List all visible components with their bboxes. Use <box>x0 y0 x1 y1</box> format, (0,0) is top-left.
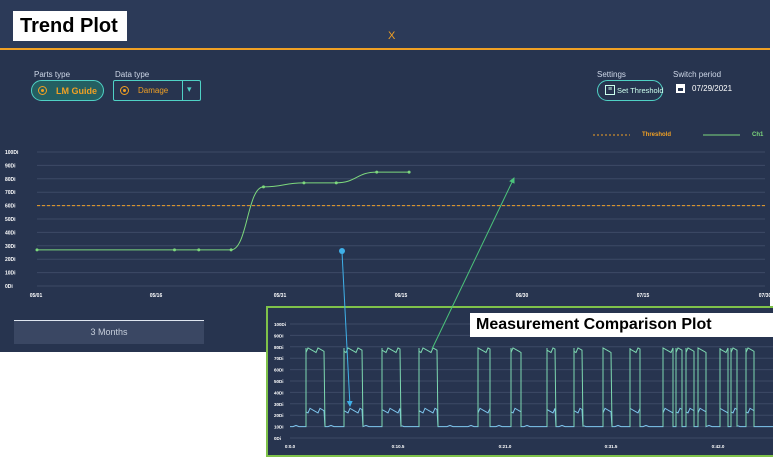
parts-type-label: Parts type <box>34 70 71 79</box>
x-tick-label: 06/30 <box>516 293 529 299</box>
series-point-ch1[interactable] <box>302 181 306 185</box>
radio-dot-icon <box>38 86 47 95</box>
y-tick-label: 40Di <box>5 230 16 236</box>
y-tick-label: 50Di <box>5 217 16 223</box>
switch-period-date[interactable]: 07/29/2021 <box>692 84 733 93</box>
y-tick-label: 50Di <box>274 379 284 384</box>
y-tick-label: 10Di <box>274 425 284 430</box>
x-tick-label: 0:42.0 <box>712 444 725 449</box>
y-tick-label: 80Di <box>274 345 284 350</box>
tab-3-months[interactable] <box>14 321 204 344</box>
data-type-label: Data type <box>115 70 150 79</box>
measurement-plot-callout: Measurement Comparison Plot <box>470 313 773 337</box>
threshold-icon: ≡ <box>605 85 615 95</box>
series-point-ch1[interactable] <box>375 170 379 174</box>
tab-3-months-label: 3 Months <box>90 327 128 337</box>
y-tick-label: 60Di <box>274 368 284 373</box>
x-tick-label: 06/15 <box>395 293 408 299</box>
x-tick-label: 05/16 <box>150 293 163 299</box>
arrow-green <box>431 177 515 350</box>
y-tick-label: 100Di <box>5 150 19 156</box>
x-tick-label: 07/15 <box>637 293 650 299</box>
y-tick-label: 20Di <box>274 413 284 418</box>
x-tick-label: 0:21.0 <box>499 444 512 449</box>
radio-dot-icon <box>120 86 129 95</box>
y-tick-label: 40Di <box>274 390 284 395</box>
y-tick-label: 90Di <box>5 163 16 169</box>
y-tick-label: 80Di <box>5 177 16 183</box>
series-point-ch1[interactable] <box>407 170 411 174</box>
close-icon[interactable]: X <box>388 30 396 42</box>
x-tick-label: 07/30 <box>759 293 770 299</box>
y-tick-label: 100Di <box>274 322 286 327</box>
series-point-ch1[interactable] <box>35 248 39 252</box>
x-tick-label: 05/31 <box>274 293 287 299</box>
settings-label: Settings <box>597 70 626 79</box>
series-point-ch1[interactable] <box>334 181 338 185</box>
set-threshold-button[interactable]: ≡ Set Threshold <box>597 80 664 101</box>
arrow-blue <box>341 251 353 407</box>
data-type-select[interactable]: Damage ▾ <box>113 80 201 101</box>
x-tick-label: 05/01 <box>30 293 43 299</box>
y-tick-label: 10Di <box>5 271 16 277</box>
y-tick-label: 0Di <box>5 284 13 290</box>
y-tick-label: 90Di <box>274 333 284 338</box>
y-tick-label: 30Di <box>5 244 16 250</box>
data-type-value: Damage <box>138 86 169 95</box>
window-header: X <box>0 0 770 50</box>
y-tick-label: 70Di <box>274 356 284 361</box>
selected-point-marker[interactable] <box>339 248 345 254</box>
calendar-icon[interactable] <box>676 84 685 93</box>
legend-threshold-label: Threshold <box>642 132 672 138</box>
set-threshold-label: Set Threshold <box>617 86 664 95</box>
series-point-ch1[interactable] <box>173 248 177 252</box>
chevron-down-icon[interactable]: ▾ <box>187 84 192 94</box>
parts-type-value: LM Guide <box>56 86 97 96</box>
trend-chart: 100Di 90Di 80Di 70Di 60Di 50Di 40Di 30Di 20Di 10D… <box>5 134 770 299</box>
y-tick-label: 60Di <box>5 204 16 210</box>
parts-type-button[interactable]: LM Guide <box>31 80 104 101</box>
x-tick-label: 0:10.5 <box>392 444 405 449</box>
measurement-signal-green <box>305 347 755 427</box>
legend-ch1-label: Ch1 <box>752 132 764 138</box>
y-tick-label: 30Di <box>274 402 284 407</box>
series-point-ch1[interactable] <box>229 248 233 252</box>
y-tick-label: 20Di <box>5 257 16 263</box>
x-tick-label: 0:31.5 <box>605 444 618 449</box>
switch-period-label: Switch period <box>673 70 722 79</box>
series-point-ch1[interactable] <box>197 248 201 252</box>
select-divider <box>182 81 183 100</box>
trend-plot-window: X Parts type LM Guide Data type Damage ▾… <box>0 0 770 352</box>
y-tick-label: 70Di <box>5 190 16 196</box>
y-tick-label: 0Di <box>274 436 281 441</box>
series-point-ch1[interactable] <box>261 185 265 189</box>
trend-plot-callout: Trend Plot <box>13 11 127 41</box>
x-tick-label: 0:0.0 <box>285 444 296 449</box>
